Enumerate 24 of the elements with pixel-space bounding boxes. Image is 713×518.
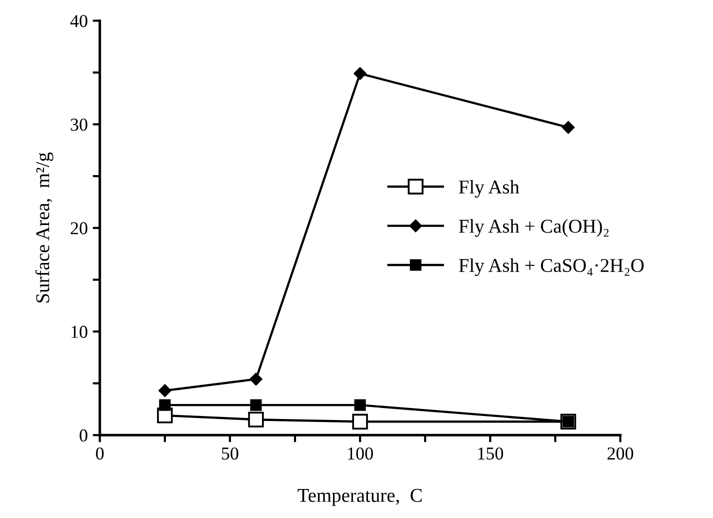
x-tick-label: 200 bbox=[608, 447, 634, 460]
point bbox=[159, 399, 171, 411]
y-tick-label: 40 bbox=[70, 14, 88, 28]
legend-label: Fly Ash + CaSO₄·2H₂O bbox=[458, 258, 644, 276]
x-axis-title: Temperature, C bbox=[298, 488, 422, 506]
legend-label: Fly Ash + Ca(OH)₂ bbox=[458, 219, 609, 237]
point bbox=[250, 372, 262, 386]
point bbox=[250, 399, 262, 411]
y-tick-label: 10 bbox=[72, 326, 88, 338]
point bbox=[352, 414, 368, 430]
point bbox=[248, 412, 264, 428]
y-tick-label: 30 bbox=[70, 118, 88, 131]
point bbox=[562, 121, 575, 134]
x-tick-label: 50 bbox=[222, 447, 238, 460]
x-tick-label: 100 bbox=[348, 447, 373, 460]
point bbox=[354, 399, 366, 411]
point bbox=[158, 384, 172, 397]
x-tick-label: 0 bbox=[96, 447, 104, 460]
x-tick-label: 150 bbox=[478, 447, 504, 460]
y-tick-label: 0 bbox=[80, 429, 88, 442]
legend-label: Fly Ash bbox=[458, 180, 520, 198]
y-tick-label: 20 bbox=[70, 222, 88, 234]
y-axis-title: Surface Area, m²/g bbox=[35, 152, 54, 302]
point bbox=[354, 67, 366, 80]
